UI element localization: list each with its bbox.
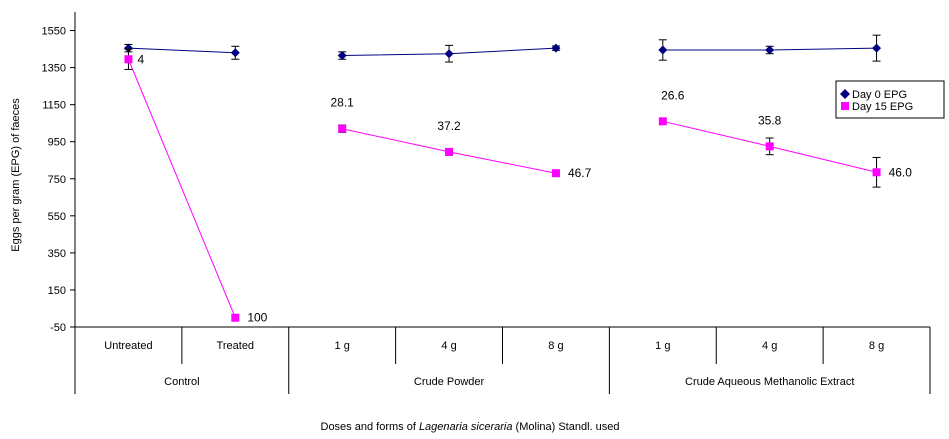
y-tick-label: 1350	[42, 63, 66, 75]
legend-label-day0: Day 0 EPG	[852, 89, 907, 101]
data-point-day0	[765, 45, 775, 55]
y-axis-label: Eggs per gram (EPG) of faeces	[10, 98, 22, 252]
group-label: Crude Powder	[414, 376, 485, 388]
legend-box	[835, 80, 945, 119]
plot-frame	[74, 12, 931, 394]
data-point-day0	[337, 51, 347, 61]
legend: Day 0 EPG Day 15 EPG	[835, 80, 945, 119]
y-tick-label: 350	[48, 248, 66, 260]
data-label: 26.6	[661, 88, 685, 102]
category-label: 1 g	[655, 340, 670, 352]
group-label: Control	[164, 376, 199, 388]
data-label: 46.7	[568, 166, 592, 180]
category-label: 4 g	[441, 340, 456, 352]
data-point-day15	[445, 147, 454, 156]
data-point-day0	[551, 43, 561, 53]
data-point-day0	[123, 43, 133, 53]
category-label: Untreated	[104, 340, 152, 352]
category-label: 1 g	[335, 340, 350, 352]
series-lines	[123, 34, 882, 322]
data-label: 100	[247, 311, 267, 325]
y-tick-label: 1550	[42, 26, 66, 38]
data-point-day15	[658, 117, 667, 126]
y-tick-label: -50	[50, 322, 66, 334]
data-point-day0	[444, 49, 454, 59]
data-label: 46.0	[889, 165, 913, 179]
data-label: 35.8	[758, 113, 782, 127]
data-point-day15	[765, 142, 774, 151]
x-axis-groups: Control Crude Powder Crude Aqueous Methano…	[164, 376, 854, 388]
legend-marker-day0	[840, 89, 850, 99]
y-tick-label: 750	[48, 174, 66, 186]
x-axis-label-italic: Lagenaria siceraria	[419, 421, 513, 433]
data-label: 37.2	[437, 119, 461, 133]
x-axis-label-suffix: (Molina) Standl. used	[513, 421, 620, 433]
legend-marker-day15	[841, 102, 849, 110]
data-point-day15	[124, 55, 133, 64]
data-point-day0	[658, 45, 668, 55]
data-label: 4	[137, 52, 144, 66]
data-point-day0	[230, 48, 240, 58]
data-point-day0	[872, 43, 882, 53]
category-label: Treated	[217, 340, 255, 352]
y-axis-ticks: -50 150 350 550 750 950 1150 1350 1550	[42, 26, 75, 334]
series-line-day15	[127, 59, 236, 318]
x-axis-label: Doses and forms of Lagenaria siceraria (…	[321, 421, 620, 433]
data-point-day15	[551, 169, 560, 178]
category-label: 4 g	[762, 340, 777, 352]
data-point-day15	[231, 313, 240, 322]
data-point-day15	[872, 168, 881, 177]
category-label: 8 g	[869, 340, 884, 352]
legend-label-day15: Day 15 EPG	[852, 101, 913, 113]
series-line-day0	[128, 47, 236, 54]
y-tick-label: 550	[48, 211, 66, 223]
data-point-day15	[338, 124, 347, 133]
x-axis-categories: Untreated Treated 1 g 4 g 8 g 1 g 4 g 8 g	[104, 340, 884, 352]
y-tick-label: 150	[48, 285, 66, 297]
category-label: 8 g	[548, 340, 563, 352]
data-label: 28.1	[331, 96, 355, 110]
group-label: Crude Aqueous Methanolic Extract	[685, 376, 854, 388]
data-labels: 4 100 28.1 37.2 46.7 26.6 35.8 46.0	[137, 52, 912, 324]
y-tick-label: 950	[48, 137, 66, 149]
y-tick-label: 1150	[42, 100, 66, 112]
x-axis-label-prefix: Doses and forms of	[321, 421, 419, 433]
